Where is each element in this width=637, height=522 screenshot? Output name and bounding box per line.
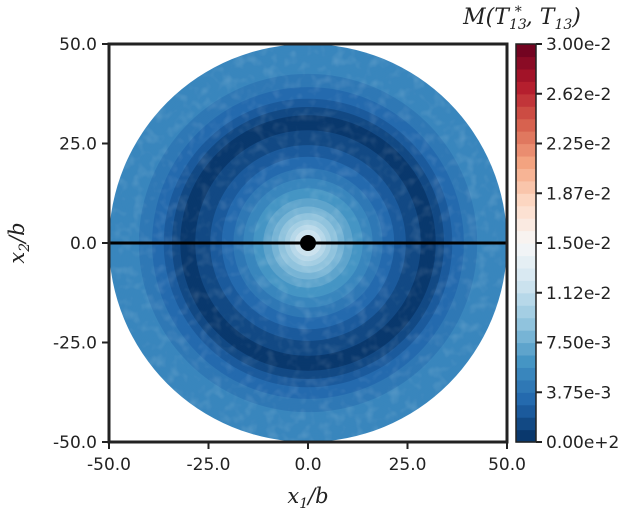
colorbar-ticks: 3.00e-2 2.62e-2 2.25e-2 1.87e-2 1.50e-2 1.12e… [536, 35, 619, 453]
colorbar-tick-label: 2.25e-2 [546, 135, 611, 155]
colorbar-band [516, 106, 536, 120]
colorbar-bands [516, 44, 536, 443]
x-axis-label: x1/b [287, 484, 328, 512]
x-tick-label: -25.0 [187, 455, 231, 475]
colorbar-band [516, 118, 536, 132]
colorbar-tick-label: 7.50e-3 [546, 334, 611, 354]
x-tick-label: -50.0 [87, 455, 131, 475]
colorbar-band [516, 417, 536, 431]
colorbar-band [516, 379, 536, 393]
x-tick-label: 25.0 [389, 455, 427, 475]
colorbar-band [516, 168, 536, 182]
y-tick-label: 0.0 [70, 234, 97, 254]
colorbar-band [516, 131, 536, 145]
colorbar-band [516, 305, 536, 319]
colorbar-band [516, 292, 536, 306]
colorbar-band [516, 68, 536, 82]
colorbar-tick-label: 2.62e-2 [546, 85, 611, 105]
x-tick-label: 50.0 [488, 455, 526, 475]
y-tick-label: 50.0 [59, 35, 97, 55]
colorbar-tick-label: 1.87e-2 [546, 184, 611, 204]
y-tick-label: -50.0 [53, 433, 97, 453]
y-tick-label: -25.0 [53, 334, 97, 354]
x-axis-ticks: -50.0 -25.0 0.0 25.0 50.0 [87, 442, 526, 475]
colorbar-band [516, 342, 536, 356]
y-axis-label: x2/b [5, 222, 33, 263]
colorbar-band [516, 230, 536, 244]
colorbar-tick-label: 1.12e-2 [546, 284, 611, 304]
x-tick-label: 0.0 [294, 455, 321, 475]
colorbar-band [516, 255, 536, 269]
colorbar-band [516, 143, 536, 157]
colorbar-tick-label: 3.00e-2 [546, 35, 611, 55]
colorbar-band [516, 93, 536, 107]
colorbar-band [516, 280, 536, 294]
y-axis-ticks: 50.0 25.0 0.0 -25.0 -50.0 [53, 35, 109, 453]
colorbar-band [516, 243, 536, 257]
colorbar-band [516, 81, 536, 95]
colorbar-band [516, 205, 536, 219]
colorbar-band [516, 404, 536, 418]
colorbar-band [516, 429, 536, 443]
colorbar-band [516, 267, 536, 281]
colorbar-band [516, 330, 536, 344]
colorbar-band [516, 193, 536, 207]
colorbar-band [516, 317, 536, 331]
colorbar-band [516, 44, 536, 58]
colorbar-band [516, 56, 536, 70]
center-point [300, 235, 316, 251]
y-tick-label: 25.0 [59, 135, 97, 155]
colorbar-band [516, 392, 536, 406]
colorbar-tick-label: 3.75e-3 [546, 383, 611, 403]
colorbar-label: M(T13*, T13) [462, 4, 581, 33]
colorbar-tick-label: 1.50e-2 [546, 234, 611, 254]
annotations [109, 235, 507, 251]
plot-area: -50.0 -25.0 0.0 25.0 50.0 50.025.00.0-25.0-5… [53, 35, 526, 475]
colorbar-band [516, 218, 536, 232]
colorbar-tick-label: 0.00e+2 [546, 433, 619, 453]
colorbar: 3.00e-2 2.62e-2 2.25e-2 1.87e-2 1.50e-2 1.12e… [515, 35, 619, 453]
colorbar-band [516, 367, 536, 381]
colorbar-band [516, 180, 536, 194]
colorbar-band [516, 155, 536, 169]
colorbar-band [516, 354, 536, 368]
